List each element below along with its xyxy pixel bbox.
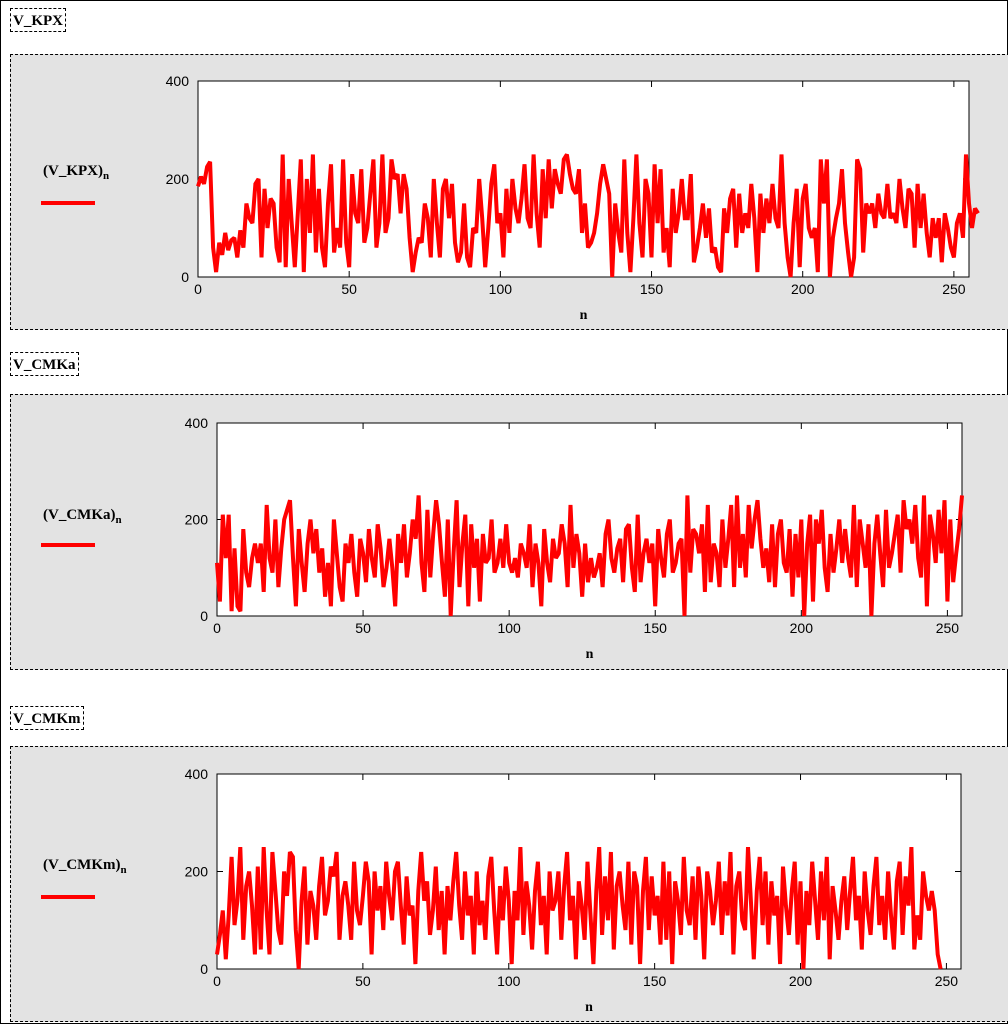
x-tick-label: 250 <box>936 620 960 636</box>
x-tick-label: 0 <box>213 620 221 636</box>
y-axis-label-v-kpx: (V_KPX)n <box>43 163 110 182</box>
plot-region-v-cmkm[interactable]: (V_CMKm)n 0 50 100 150 200 250 0 200 400 n <box>10 746 1008 1022</box>
x-tick-label: 0 <box>194 281 202 297</box>
legend-line-v-cmkm <box>41 895 95 899</box>
series-line-0 <box>215 846 943 970</box>
series-line-0 <box>196 153 980 278</box>
y-tick-label: 400 <box>185 766 209 782</box>
plot-region-v-cmka[interactable]: (V_CMKa)n 0 50 100 150 200 250 0 200 400 n <box>10 394 1008 670</box>
x-tick-label: 100 <box>489 281 513 297</box>
y-axis-label-v-cmkm: (V_CMKm)n <box>43 857 127 876</box>
y-tick-label: 200 <box>185 864 209 880</box>
plot-region-v-kpx[interactable]: (V_KPX)n 0 50 100 150 200 250 0 200 400 n <box>10 54 1008 330</box>
y-tick-label: 0 <box>200 961 208 977</box>
y-axis-label-v-cmka: (V_CMKa)n <box>43 507 122 526</box>
series-line-0 <box>215 495 964 617</box>
x-tick-label: 50 <box>341 281 357 297</box>
x-tick-label: 200 <box>789 973 813 989</box>
x-tick-label: 200 <box>790 620 814 636</box>
x-tick-label: 150 <box>640 281 664 297</box>
x-tick-label: 250 <box>935 973 959 989</box>
y-tick-label: 200 <box>185 512 209 528</box>
y-tick-label: 400 <box>185 415 209 431</box>
x-axis-label: n <box>580 308 588 323</box>
x-axis-label: n <box>586 647 594 662</box>
y-tick-label: 200 <box>166 171 190 187</box>
section-label-v-cmka[interactable]: V_CMKa <box>10 352 79 376</box>
y-tick-label: 400 <box>166 73 190 89</box>
x-tick-label: 150 <box>643 973 667 989</box>
x-tick-label: 150 <box>644 620 668 636</box>
x-tick-label: 100 <box>497 620 521 636</box>
section-label-v-cmkm[interactable]: V_CMKm <box>10 706 84 730</box>
x-tick-label: 50 <box>355 620 371 636</box>
y-tick-label: 0 <box>200 608 208 624</box>
x-tick-label: 200 <box>791 281 815 297</box>
chart-svg-v-cmkm: 0 50 100 150 200 250 0 200 400 n <box>185 766 962 1015</box>
chart-svg-v-kpx: 0 50 100 150 200 250 0 200 400 n <box>166 73 980 323</box>
section-label-v-kpx[interactable]: V_KPX <box>10 8 66 32</box>
x-tick-label: 250 <box>942 281 966 297</box>
x-tick-label: 100 <box>497 973 521 989</box>
y-tick-label: 0 <box>181 269 189 285</box>
legend-line-v-cmka <box>41 543 95 547</box>
x-axis-label: n <box>585 1000 593 1015</box>
chart-svg-v-cmka: 0 50 100 150 200 250 0 200 400 n <box>185 415 964 662</box>
legend-line-v-kpx <box>41 201 95 205</box>
x-tick-label: 0 <box>213 973 221 989</box>
x-tick-label: 50 <box>355 973 371 989</box>
